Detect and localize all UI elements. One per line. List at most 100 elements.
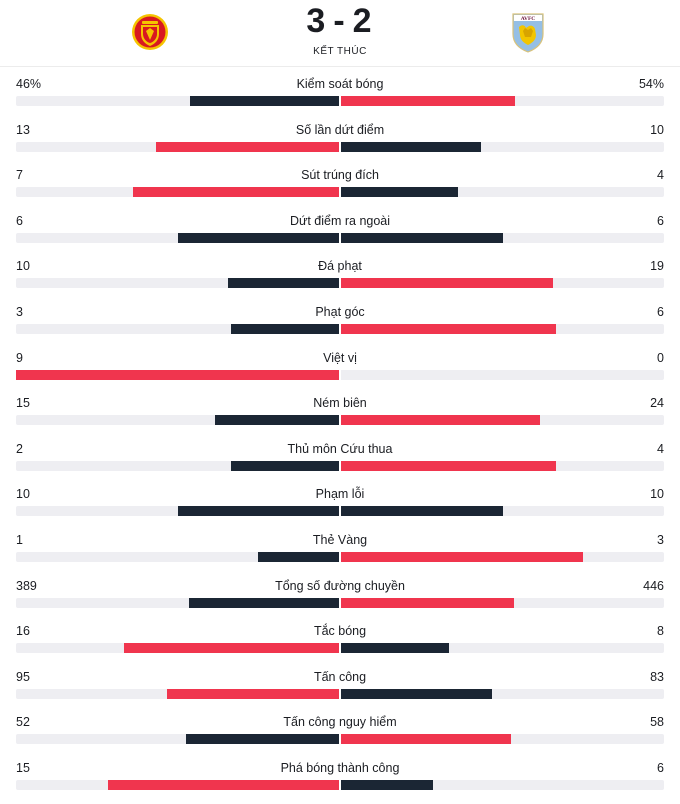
away-stat-bar bbox=[341, 323, 557, 334]
stat-row: 3 Phạt góc 6 bbox=[16, 296, 664, 342]
stat-name: Phạm lỗi bbox=[315, 487, 365, 502]
home-stat-value: 389 bbox=[16, 578, 37, 593]
away-stat-bar-track bbox=[341, 460, 664, 471]
away-score: 2 bbox=[352, 2, 374, 40]
away-stat-bar-track bbox=[341, 369, 664, 380]
away-stat-bar bbox=[341, 278, 553, 289]
away-stat-bar bbox=[341, 232, 503, 243]
home-stat-bar bbox=[231, 460, 339, 471]
home-stat-value: 16 bbox=[16, 624, 30, 639]
away-stat-bar bbox=[341, 141, 482, 152]
away-stat-bar-track bbox=[341, 506, 664, 517]
home-stat-bar bbox=[133, 187, 339, 198]
away-stat-bar-track bbox=[341, 597, 664, 608]
away-stat-value: 6 bbox=[657, 213, 664, 228]
away-stat-bar bbox=[341, 643, 449, 654]
match-status: KẾT THÚC bbox=[313, 46, 367, 57]
stat-row: 389 Tổng số đường chuyền 446 bbox=[16, 570, 664, 616]
stat-name: Thẻ Vàng bbox=[312, 532, 368, 547]
home-stat-bar bbox=[258, 551, 339, 562]
home-stat-value: 46% bbox=[16, 77, 42, 91]
away-stat-value: 6 bbox=[657, 760, 664, 775]
away-team-crest-icon[interactable]: AVFC bbox=[508, 11, 548, 53]
away-stat-bar-track bbox=[341, 415, 664, 426]
stat-row: 15 Phá bóng thành công 6 bbox=[16, 752, 664, 798]
away-stat-bar bbox=[341, 460, 557, 471]
away-stat-value: 446 bbox=[643, 578, 664, 593]
away-stat-bar bbox=[341, 187, 459, 198]
home-stat-bar-track bbox=[16, 506, 339, 517]
home-stat-value: 9 bbox=[16, 350, 23, 365]
home-stat-bar-track bbox=[16, 323, 339, 334]
stats-list: 46% Kiểm soát bóng 54% 13 Số lần dứt điể… bbox=[16, 68, 664, 798]
home-stat-bar-track bbox=[16, 369, 339, 380]
away-stat-value: 19 bbox=[650, 259, 664, 274]
home-stat-bar-track bbox=[16, 551, 339, 562]
away-crest-text: AVFC bbox=[521, 16, 536, 22]
stat-name: Kiểm soát bóng bbox=[296, 77, 384, 91]
stat-row: 15 Ném biên 24 bbox=[16, 387, 664, 433]
stat-name: Phạt góc bbox=[315, 304, 365, 319]
home-stat-bar bbox=[214, 415, 339, 426]
home-stat-bar-track bbox=[16, 597, 339, 608]
home-stat-bar-track bbox=[16, 779, 339, 790]
home-stat-bar-track bbox=[16, 734, 339, 745]
away-stat-value: 4 bbox=[657, 441, 664, 456]
home-stat-bar-track bbox=[16, 96, 339, 106]
away-stat-bar-track bbox=[341, 551, 664, 562]
away-stat-bar-track bbox=[341, 734, 664, 745]
away-stat-bar bbox=[341, 551, 584, 562]
scoreline: 3-2 bbox=[0, 2, 680, 41]
away-stat-value: 10 bbox=[650, 122, 664, 137]
stat-row: 6 Dứt điểm ra ngoài 6 bbox=[16, 205, 664, 251]
away-stat-bar-track bbox=[341, 96, 664, 106]
home-stat-bar bbox=[177, 506, 339, 517]
home-stat-bar bbox=[156, 141, 339, 152]
home-stat-value: 2 bbox=[16, 441, 23, 456]
home-stat-bar bbox=[123, 643, 339, 654]
away-stat-value: 24 bbox=[650, 396, 664, 411]
home-stat-bar-track bbox=[16, 141, 339, 152]
stat-row: 13 Số lần dứt điểm 10 bbox=[16, 114, 664, 160]
stat-row: 7 Sút trúng đích 4 bbox=[16, 159, 664, 205]
home-stat-value: 6 bbox=[16, 213, 23, 228]
stat-name: Tấn công bbox=[313, 669, 367, 684]
away-stat-value: 0 bbox=[657, 350, 664, 365]
away-stat-bar bbox=[341, 96, 516, 106]
away-stat-bar bbox=[341, 734, 512, 745]
away-stat-value: 10 bbox=[650, 487, 664, 502]
stat-row: 1 Thẻ Vàng 3 bbox=[16, 524, 664, 570]
home-score: 3 bbox=[306, 2, 328, 40]
score-separator: - bbox=[333, 2, 347, 40]
stat-name: Tắc bóng bbox=[313, 624, 367, 639]
away-stat-value: 54% bbox=[638, 77, 664, 91]
home-stat-bar-track bbox=[16, 460, 339, 471]
away-stat-bar bbox=[341, 688, 492, 699]
stat-name: Số lần dứt điểm bbox=[295, 122, 385, 137]
home-stat-bar bbox=[16, 369, 339, 380]
stat-name: Dứt điểm ra ngoài bbox=[289, 213, 391, 228]
home-stat-value: 15 bbox=[16, 396, 30, 411]
away-stat-bar-track bbox=[341, 278, 664, 289]
stat-row: 10 Phạm lỗi 10 bbox=[16, 478, 664, 524]
away-stat-value: 83 bbox=[650, 669, 664, 684]
stat-name: Thủ môn Cứu thua bbox=[287, 441, 393, 456]
home-stat-value: 10 bbox=[16, 487, 30, 502]
home-stat-bar-track bbox=[16, 187, 339, 198]
home-stat-bar-track bbox=[16, 232, 339, 243]
home-stat-value: 1 bbox=[16, 532, 23, 547]
match-header: 3-2 KẾT THÚC AVFC bbox=[0, 0, 680, 67]
stat-name: Tấn công nguy hiểm bbox=[283, 715, 397, 730]
away-stat-value: 8 bbox=[657, 624, 664, 639]
home-team-crest-icon[interactable] bbox=[130, 11, 170, 53]
away-stat-bar bbox=[341, 779, 434, 790]
home-stat-value: 10 bbox=[16, 259, 30, 274]
stat-row: 52 Tấn công nguy hiểm 58 bbox=[16, 706, 664, 752]
home-stat-value: 52 bbox=[16, 715, 30, 730]
away-stat-bar bbox=[341, 506, 503, 517]
stat-row: 2 Thủ môn Cứu thua 4 bbox=[16, 433, 664, 479]
stat-name: Ném biên bbox=[313, 396, 367, 411]
home-stat-bar bbox=[188, 597, 339, 608]
home-stat-bar-track bbox=[16, 278, 339, 289]
away-stat-bar bbox=[341, 415, 540, 426]
